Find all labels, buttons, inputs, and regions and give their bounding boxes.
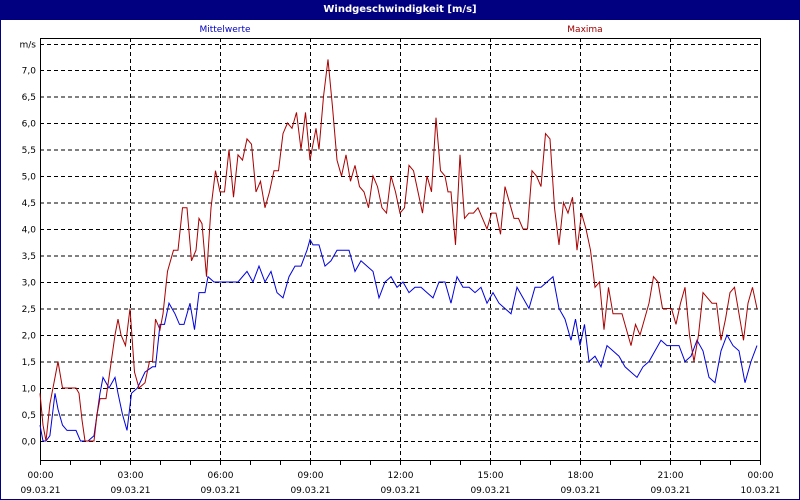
- series-line-maxima: [39, 59, 758, 442]
- y-tick-label: 2,5: [22, 305, 36, 315]
- y-tick-label: 1,0: [22, 385, 37, 395]
- x-tick-date: 09.03.21: [200, 486, 240, 496]
- x-tick-date: 09.03.21: [650, 486, 690, 496]
- data-lines: [39, 59, 758, 442]
- grid-lines: [40, 38, 760, 460]
- x-tick-time: 12:00: [388, 471, 414, 481]
- x-tick-date: 09.03.21: [110, 486, 150, 496]
- x-tick-date: 09.03.21: [380, 486, 420, 496]
- y-tick-label: 6,0: [22, 120, 37, 130]
- y-tick-label: 3,5: [22, 252, 36, 262]
- x-axis-labels: 00:00 09.03.21 03:00 09.03.21 06:00 09.03.21 0…: [20, 471, 780, 496]
- y-tick-label: 3,0: [22, 279, 37, 289]
- legend-mean: Mittelwerte: [199, 25, 251, 35]
- y-tick-label: 0,5: [22, 411, 36, 421]
- y-tick-label: 6,5: [22, 93, 36, 103]
- y-tick-label: 5,0: [22, 173, 37, 183]
- x-tick-time: 03:00: [118, 471, 144, 481]
- x-tick-date: 09.03.21: [290, 486, 330, 496]
- legend-max: Maxima: [567, 25, 603, 35]
- x-tick-date: 09.03.21: [20, 486, 60, 496]
- y-tick-label: 7,0: [22, 67, 37, 77]
- x-tick-time: 09:00: [298, 471, 324, 481]
- x-tick-time: 15:00: [478, 471, 504, 481]
- y-tick-label: 5,5: [22, 146, 36, 156]
- y-tick-label: m/s: [20, 41, 37, 51]
- y-tick-label: 4,5: [22, 199, 36, 209]
- y-tick-label: 4,0: [22, 226, 37, 236]
- axes: [40, 38, 761, 465]
- series-line-mittelwerte: [39, 238, 758, 442]
- x-tick-date: 10.03.21: [740, 486, 780, 496]
- x-tick-time: 18:00: [568, 471, 594, 481]
- y-axis-labels: 0,0 0,5 1,0 1,5 2,0 2,5 3,0 3,5 4,0 4,5 5,0 5,5 6,0 6…: [20, 41, 37, 448]
- y-tick-label: 2,0: [22, 332, 37, 342]
- x-tick-time: 00:00: [748, 471, 774, 481]
- y-tick-label: 1,5: [22, 358, 36, 368]
- x-tick-time: 00:00: [28, 471, 54, 481]
- x-tick-date: 09.03.21: [470, 486, 510, 496]
- x-tick-time: 21:00: [658, 471, 684, 481]
- y-tick-label: 0,0: [22, 438, 37, 448]
- chart-title: Windgeschwindigkeit [m/s]: [0, 0, 800, 20]
- x-tick-time: 06:00: [208, 471, 234, 481]
- x-tick-date: 09.03.21: [560, 486, 600, 496]
